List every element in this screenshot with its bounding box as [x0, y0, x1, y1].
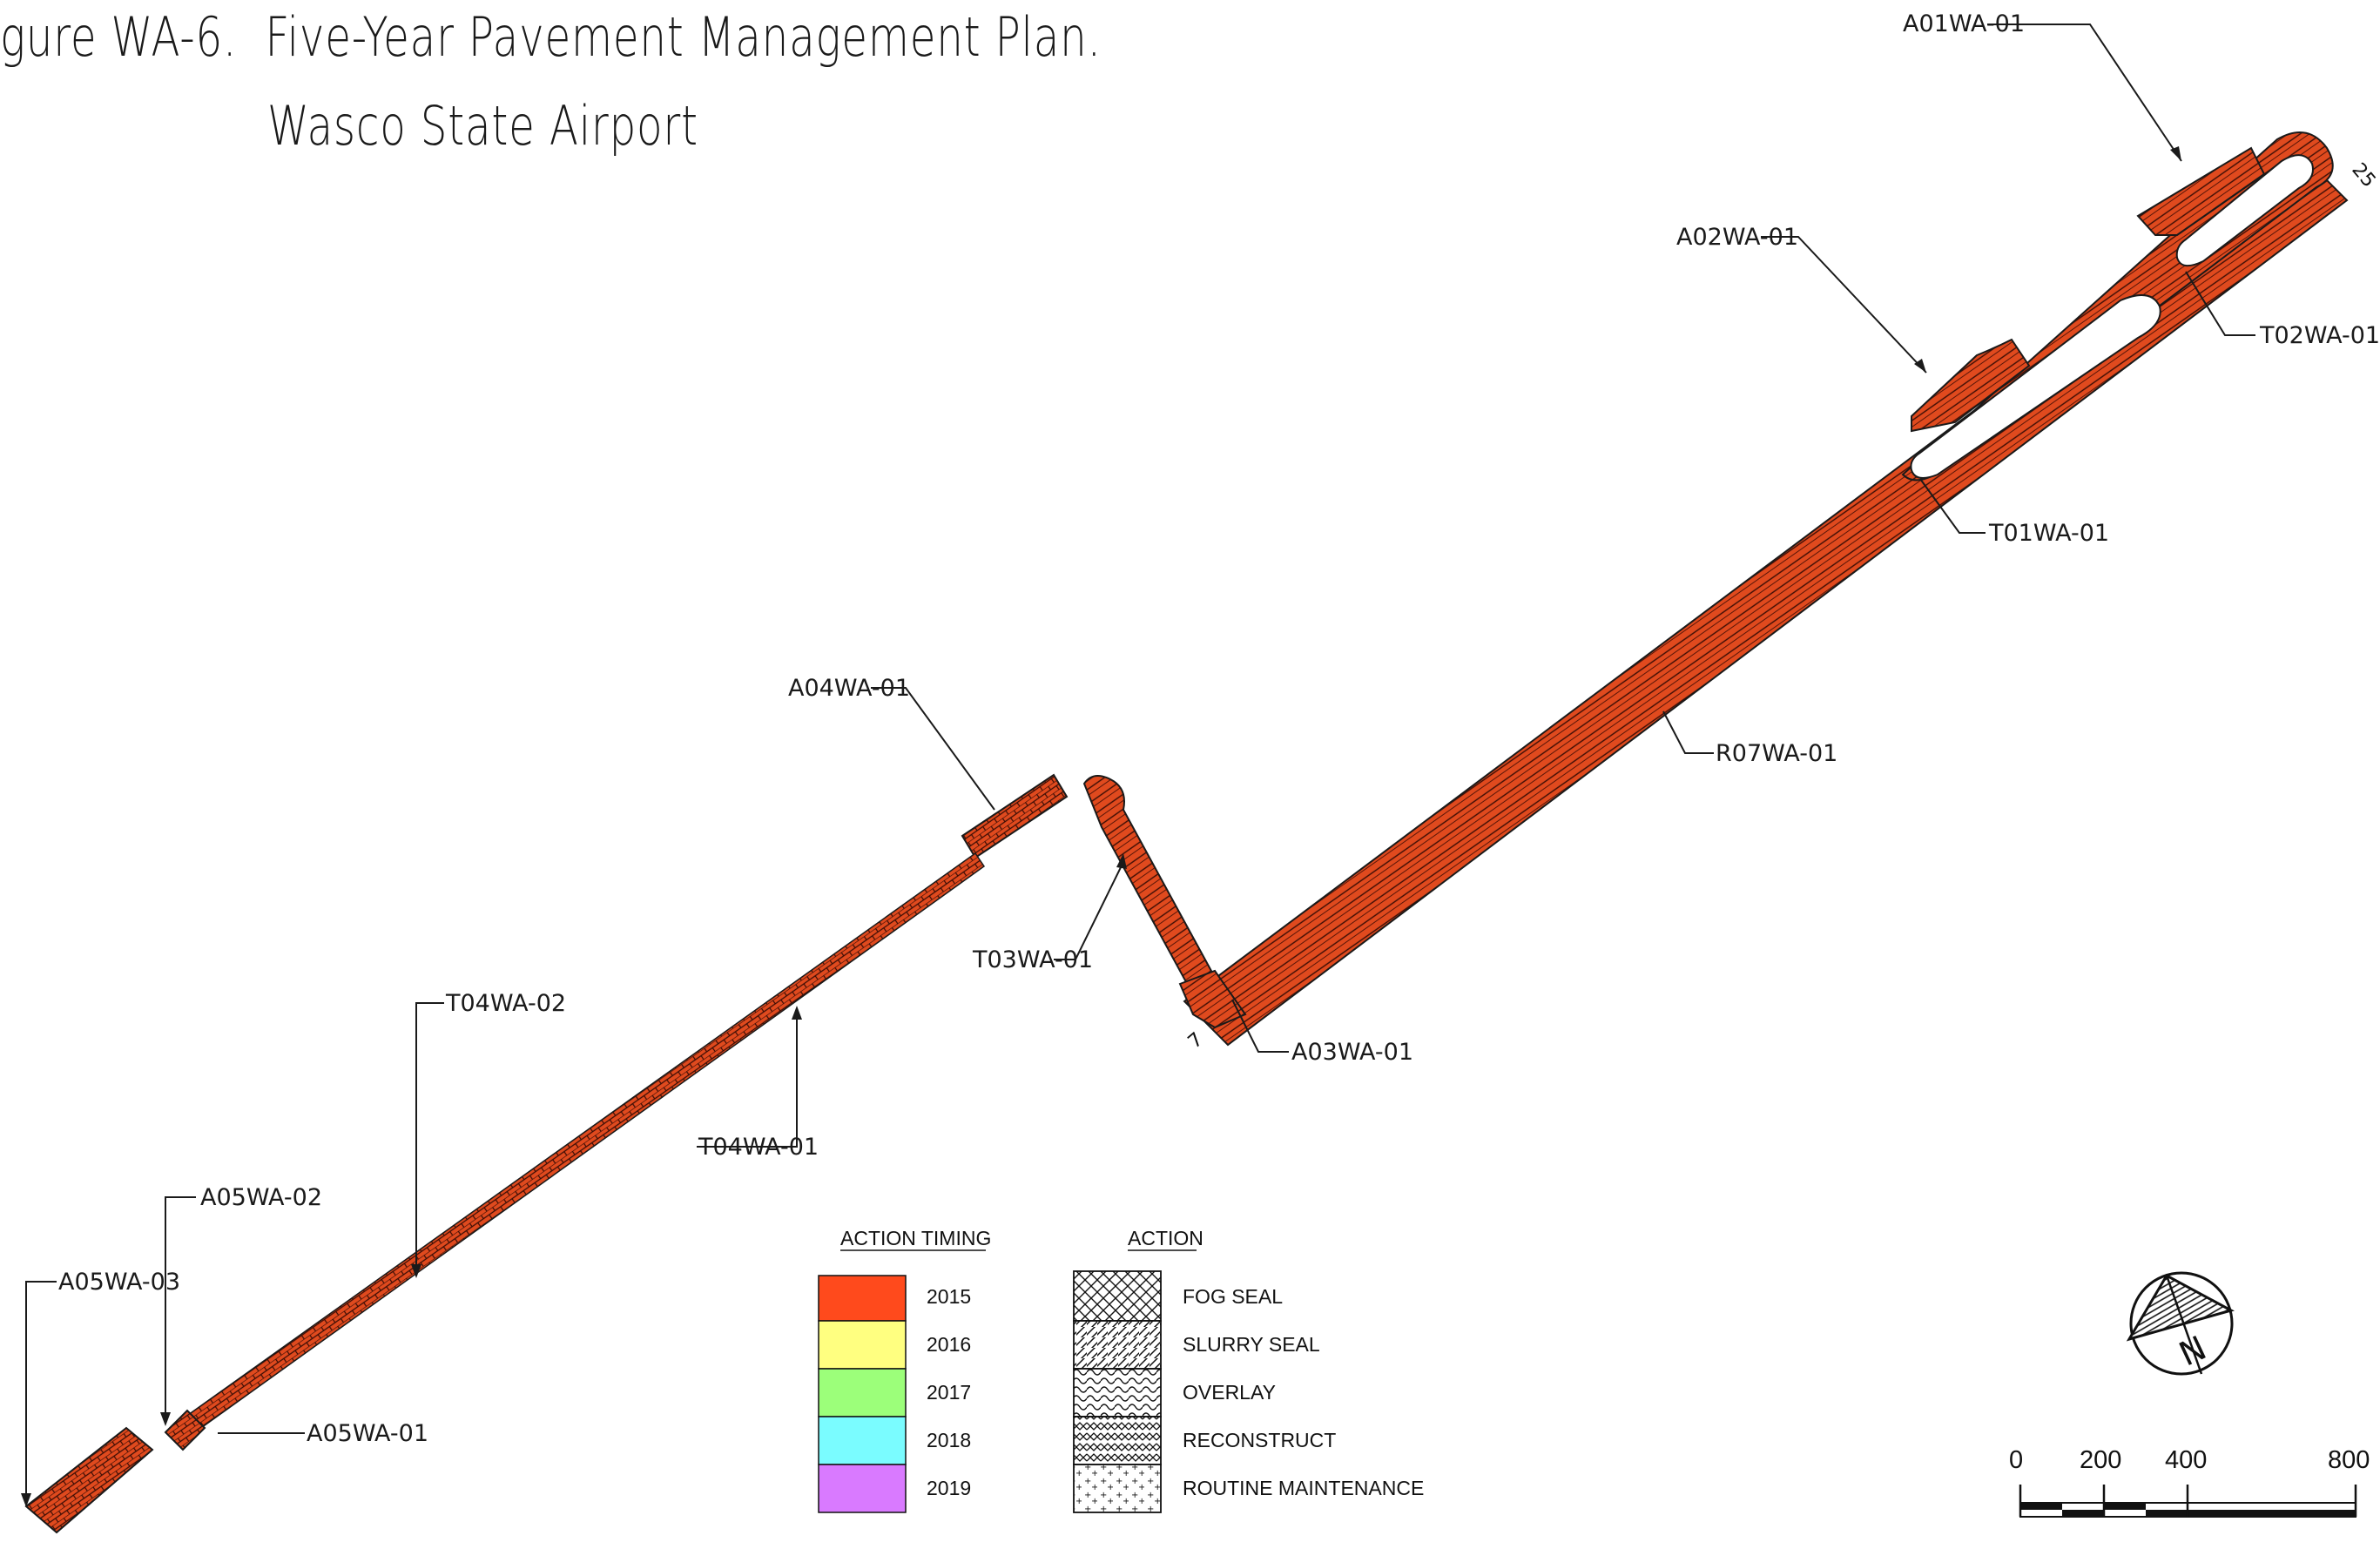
leader-a02wa-01 [1761, 236, 1927, 374]
legend-action-slurry-seal: SLURRY SEAL [1183, 1333, 1320, 1356]
legend-swatch-2016 [818, 1320, 907, 1370]
scale-tick-800: 800 [2328, 1446, 2370, 1474]
arrowhead-t04wa-01 [792, 1006, 802, 1020]
legend-action-overlay: OVERLAY [1183, 1381, 1276, 1404]
section-label-a05wa-03: A05WA-03 [58, 1269, 180, 1296]
legend-action-routine-maintenance: ROUTINE MAINTENANCE [1183, 1477, 1424, 1499]
legend-swatch-2019 [818, 1464, 907, 1513]
section-label-t02wa-01: T02WA-01 [2259, 322, 2380, 349]
apron-a04wa-01 [961, 773, 1069, 859]
legend-action-timing: ACTION TIMING 2015 2016 2017 2018 2019 [818, 1227, 991, 1513]
legend-year-2015: 2015 [927, 1285, 971, 1308]
legend-pattern-reconstruct [1073, 1416, 1162, 1465]
leader-a05wa-03 [25, 1281, 57, 1500]
legend-year-2019: 2019 [927, 1477, 971, 1499]
leader-arrowheads [21, 146, 2181, 1507]
section-label-a01wa-01: A01WA-01 [1903, 10, 2025, 37]
legend-year-2017: 2017 [927, 1381, 971, 1404]
figure-subtitle: Wasco State Airport [267, 94, 698, 158]
legend-pattern-routine-maintenance [1073, 1464, 1162, 1513]
north-arrow-icon: N [2126, 1271, 2235, 1376]
section-label-a05wa-02: A05WA-02 [200, 1184, 322, 1211]
legend-action-fog-seal: FOG SEAL [1183, 1285, 1283, 1308]
arrowhead-a01 [2170, 146, 2181, 161]
apron-a02wa-01 [1911, 338, 2031, 433]
leader-t02wa-01 [2185, 271, 2255, 336]
legend-timing-row: 2017 [818, 1368, 971, 1417]
leader-r07wa-01 [1662, 710, 1714, 754]
scale-tick-0: 0 [2009, 1446, 2023, 1474]
section-label-r07wa-01: R07WA-01 [1716, 740, 1837, 767]
legend-pattern-slurry-seal [1073, 1320, 1162, 1370]
scale-tick-400: 400 [2165, 1446, 2207, 1474]
legend-timing-row: 2016 [818, 1320, 971, 1370]
section-label-t04wa-01: T04WA-01 [698, 1134, 819, 1161]
scale-bar-icon: 0 200 400 800 [2009, 1446, 2370, 1518]
section-label-a03wa-01: A03WA-01 [1291, 1039, 1413, 1066]
runway-end-label-7: 7 [1184, 1028, 1208, 1053]
leader-a01wa-01 [1987, 24, 2182, 162]
arrowhead-t03 [1116, 853, 1127, 869]
section-label-a05wa-01: A05WA-01 [307, 1420, 428, 1447]
section-label-t04wa-02: T04WA-02 [445, 990, 566, 1017]
section-label-t03wa-01: T03WA-01 [972, 946, 1093, 973]
apron-a05wa-01 [164, 1409, 206, 1451]
apron-a03wa-01 [1178, 969, 1247, 1029]
leader-a03wa-01 [1231, 999, 1289, 1053]
leader-a05wa-02 [165, 1196, 196, 1419]
legend-swatch-2017 [818, 1368, 907, 1417]
taxiway-t03wa-01 [1082, 775, 1230, 1020]
arrowhead-t04wa-02 [411, 1264, 421, 1278]
section-label-a04wa-01: A04WA-01 [788, 675, 910, 702]
legend-pattern-fog-seal [1073, 1270, 1162, 1322]
legend-swatch-2018 [818, 1416, 907, 1465]
leader-t03wa-01 [1054, 861, 1124, 960]
legend-year-2016: 2016 [927, 1333, 971, 1356]
leader-t04wa-01 [697, 1013, 798, 1148]
infield-island-2 [2175, 154, 2314, 267]
leader-a04wa-01 [871, 687, 995, 811]
legend-timing-row: 2019 [818, 1464, 971, 1513]
legend-year-2018: 2018 [927, 1429, 971, 1451]
apron-a05wa-03 [24, 1426, 154, 1534]
arrowhead-a02 [1914, 359, 1926, 373]
legend-action: ACTION FOG SEAL SLURRY SEAL OVERLAY RECO… [1073, 1227, 1424, 1513]
leader-t01wa-01 [1919, 478, 1986, 534]
legend-action-heading: ACTION [1128, 1227, 1203, 1249]
arrowhead-a05wa-02 [160, 1412, 171, 1426]
arrowhead-a05wa-03 [21, 1493, 31, 1507]
legend-action-reconstruct: RECONSTRUCT [1183, 1429, 1336, 1451]
apron-a01wa-01 [2136, 146, 2266, 236]
section-label-a02wa-01: A02WA-01 [1676, 224, 1798, 251]
leader-t04wa-02 [415, 1002, 444, 1271]
section-label-t01wa-01: T01WA-01 [1988, 520, 2109, 547]
leader-lines [25, 24, 2255, 1500]
legend-timing-heading: ACTION TIMING [840, 1227, 991, 1249]
legend-timing-row: 2018 [818, 1416, 971, 1465]
legend-pattern-overlay [1073, 1368, 1162, 1417]
legend-timing-row: 2015 [818, 1275, 971, 1322]
scale-tick-200: 200 [2080, 1446, 2121, 1474]
runway-end-label-25: 25 [2347, 159, 2379, 192]
legend-swatch-2015 [818, 1275, 907, 1322]
figure-title: gure WA-6. Five-Year Pavement Management… [0, 5, 1102, 69]
infield-island-1 [1910, 293, 2161, 479]
